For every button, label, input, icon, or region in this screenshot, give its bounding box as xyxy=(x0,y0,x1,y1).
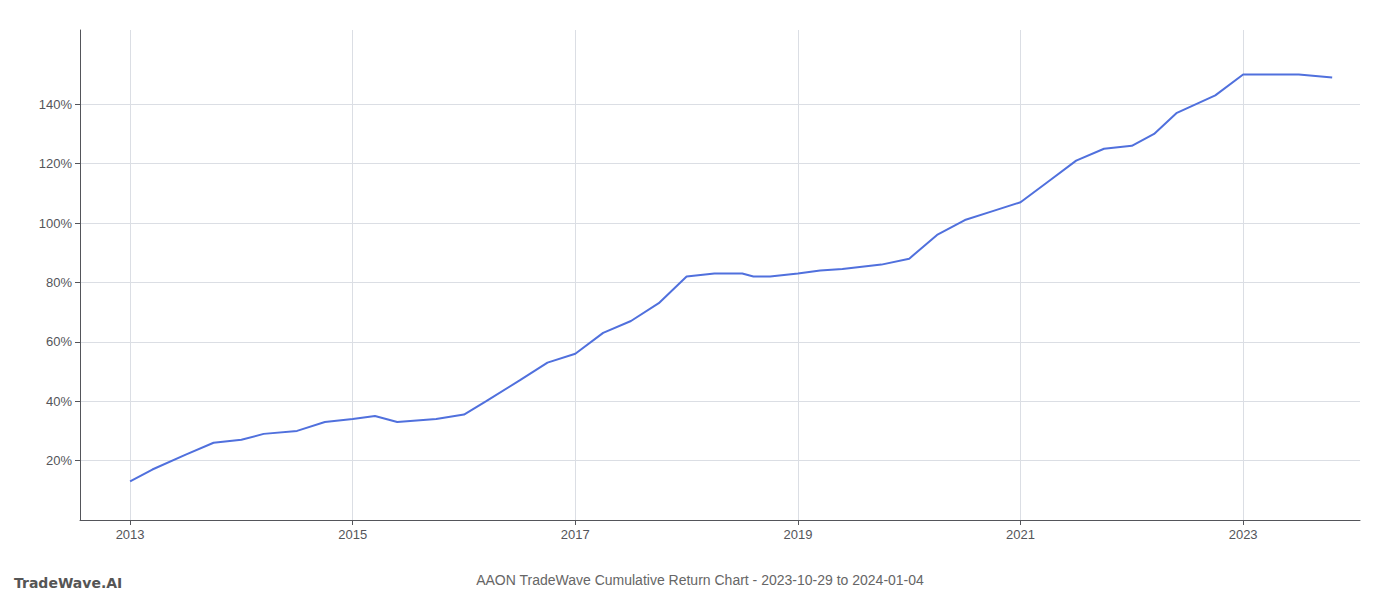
svg-text:20%: 20% xyxy=(46,453,72,468)
svg-text:140%: 140% xyxy=(39,97,73,112)
svg-text:100%: 100% xyxy=(39,216,73,231)
svg-text:2013: 2013 xyxy=(116,527,145,542)
svg-text:80%: 80% xyxy=(46,275,72,290)
svg-text:40%: 40% xyxy=(46,394,72,409)
svg-text:TradeWave.AI: TradeWave.AI xyxy=(14,575,122,591)
svg-text:2021: 2021 xyxy=(1006,527,1035,542)
svg-text:2023: 2023 xyxy=(1229,527,1258,542)
svg-text:120%: 120% xyxy=(39,156,73,171)
svg-text:2017: 2017 xyxy=(561,527,590,542)
svg-text:60%: 60% xyxy=(46,334,72,349)
svg-text:2019: 2019 xyxy=(783,527,812,542)
svg-text:2015: 2015 xyxy=(338,527,367,542)
svg-text:AAON TradeWave Cumulative Retu: AAON TradeWave Cumulative Return Chart -… xyxy=(476,572,924,588)
